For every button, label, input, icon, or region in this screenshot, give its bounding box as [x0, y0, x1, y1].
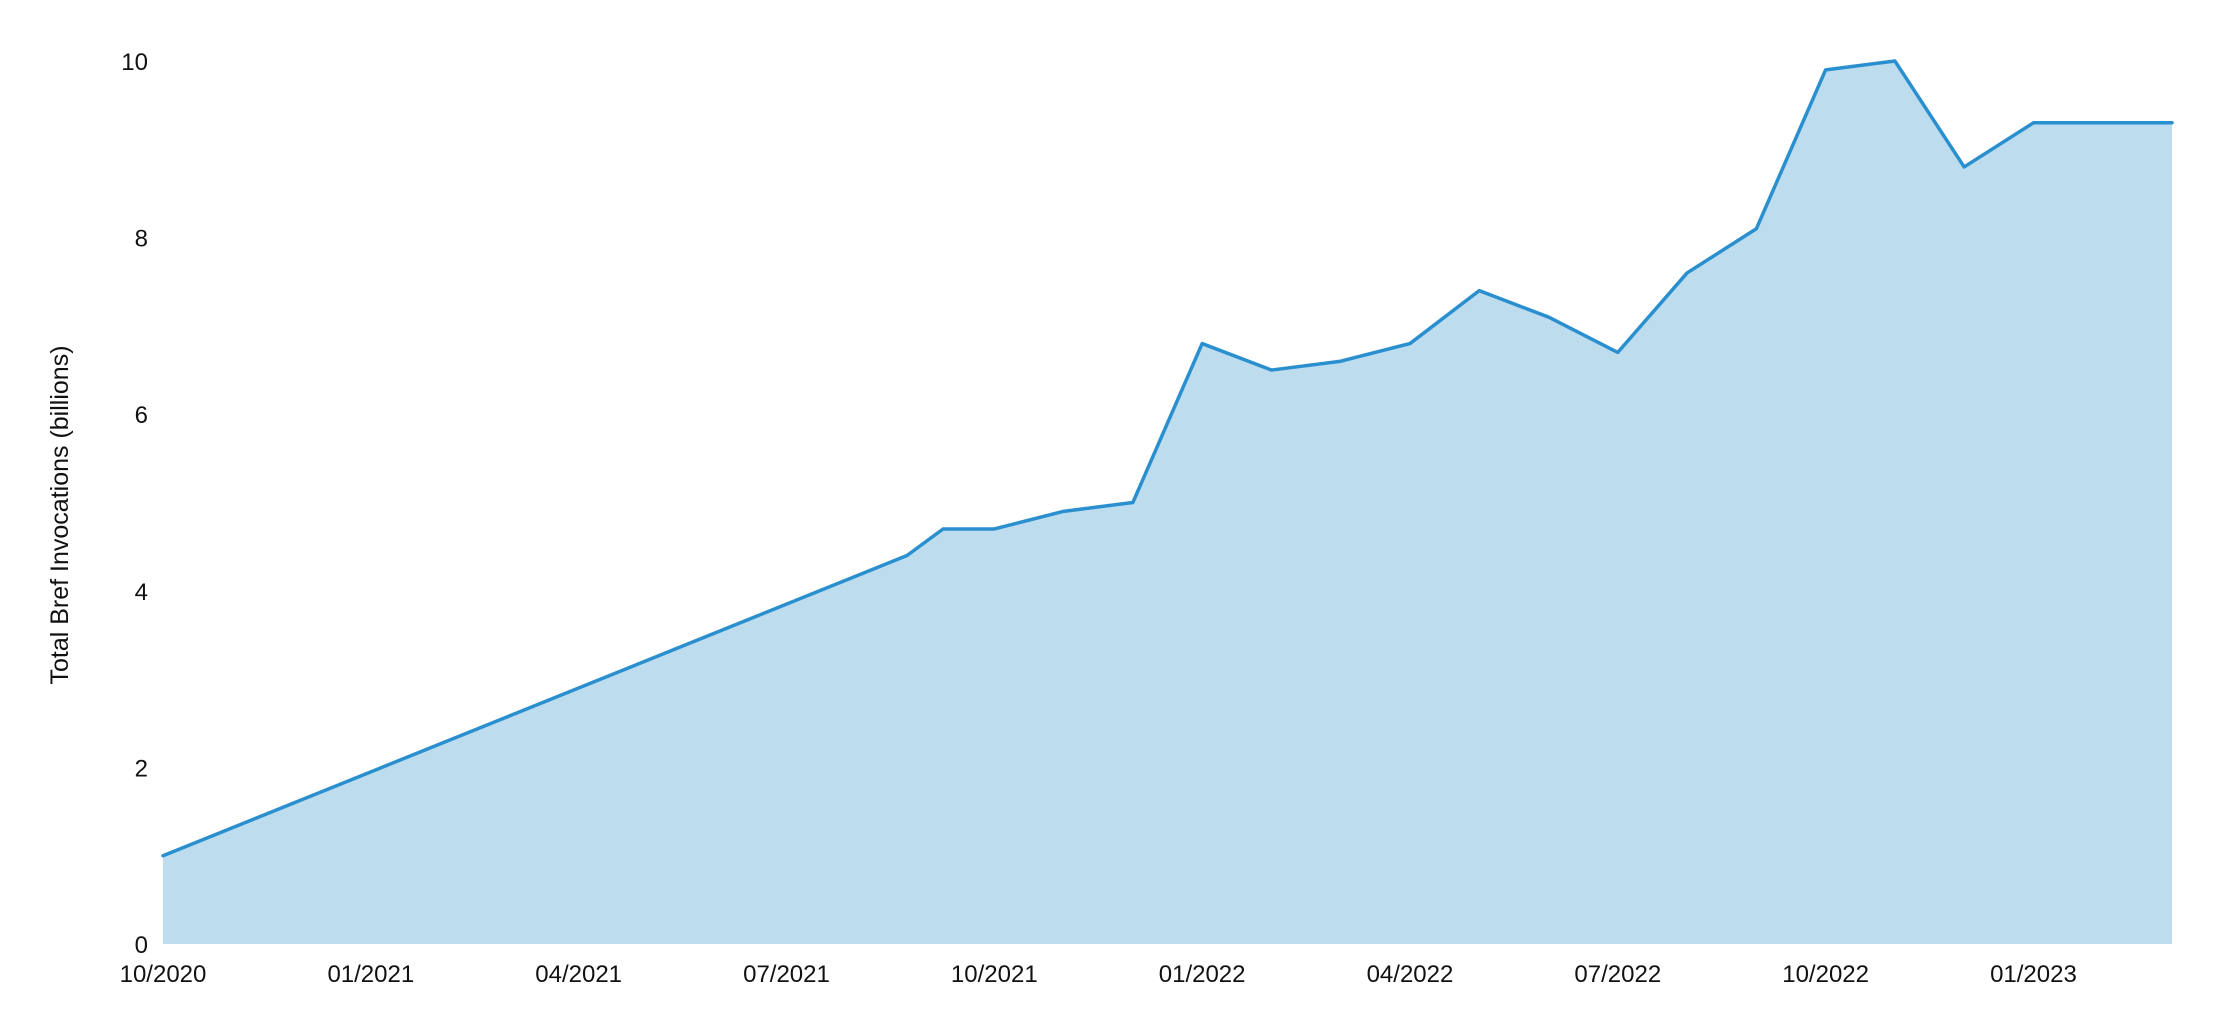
y-tick-label: 2	[135, 755, 148, 782]
y-axis-ticks: 0 2 4 6 8 10	[121, 49, 148, 959]
x-tick-label: 01/2021	[327, 961, 414, 988]
x-axis-ticks: 10/2020 01/2021 04/2021 07/2021 10/2021 01/20…	[120, 961, 2077, 988]
series-line	[161, 59, 2174, 858]
y-tick-label: 8	[135, 226, 148, 253]
y-tick-label: 0	[135, 932, 148, 959]
x-tick-label: 07/2022	[1574, 961, 1661, 988]
x-tick-label: 01/2023	[1990, 961, 2077, 988]
x-tick-label: 10/2021	[951, 961, 1038, 988]
series-area-fill	[163, 61, 2172, 944]
y-tick-label: 6	[135, 402, 148, 429]
x-tick-label: 10/2020	[120, 961, 207, 988]
x-tick-label: 07/2021	[743, 961, 830, 988]
y-tick-label: 10	[121, 49, 148, 76]
y-axis-label: Total Bref Invocations (billions)	[46, 345, 74, 684]
y-tick-label: 4	[135, 579, 148, 606]
x-tick-label: 10/2022	[1782, 961, 1869, 988]
x-tick-label: 04/2021	[535, 961, 622, 988]
x-tick-label: 01/2022	[1159, 961, 1246, 988]
x-tick-label: 04/2022	[1367, 961, 1454, 988]
plot-area	[161, 59, 2174, 944]
